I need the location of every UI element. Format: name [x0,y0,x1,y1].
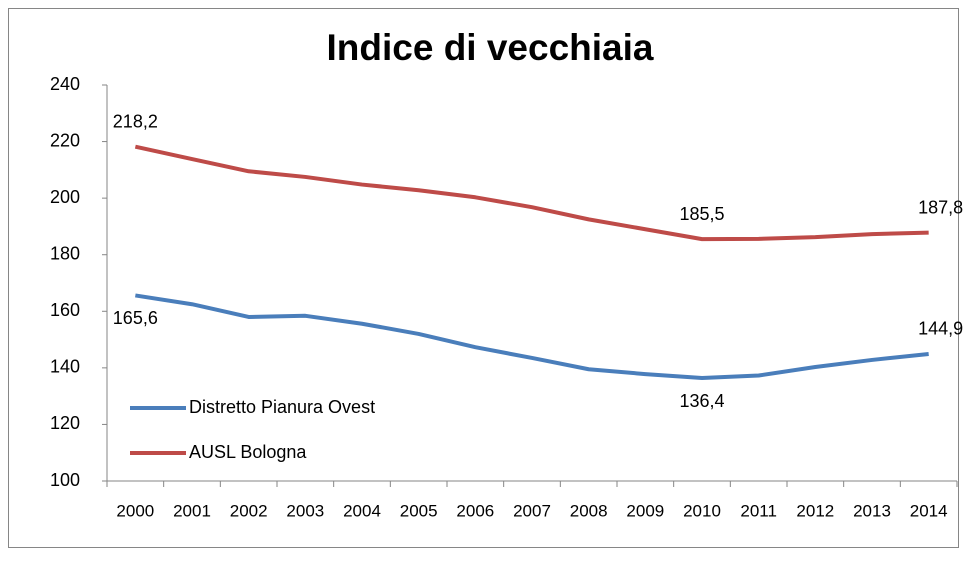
y-tick-label: 160 [50,300,80,320]
data-label: 144,9 [918,319,963,339]
y-tick-label: 140 [50,357,80,377]
x-tick-label: 2008 [570,501,608,520]
x-tick-label: 2005 [400,501,438,520]
y-tick-label: 240 [50,74,80,94]
x-tick-label: 2012 [796,501,834,520]
y-tick-label: 120 [50,413,80,433]
y-tick-label: 220 [50,130,80,150]
x-tick-label: 2002 [230,501,268,520]
legend-label: Distretto Pianura Ovest [189,397,375,417]
data-label: 187,8 [918,197,963,217]
data-label: 185,5 [679,204,724,224]
x-tick-label: 2003 [286,501,324,520]
data-label: 218,2 [113,111,158,131]
data-label: 165,6 [113,308,158,328]
data-label: 136,4 [679,391,724,411]
x-tick-label: 2007 [513,501,551,520]
y-tick-label: 180 [50,243,80,263]
x-tick-label: 2001 [173,501,211,520]
x-tick-label: 2006 [456,501,494,520]
x-tick-label: 2000 [116,501,154,520]
x-tick-label: 2009 [626,501,664,520]
series-line [134,144,929,242]
x-tick-label: 2004 [343,501,381,520]
x-tick-label: 2014 [910,501,948,520]
series-line [135,293,929,381]
chart-frame [8,8,959,548]
chart-title: Indice di vecchiaia [327,27,654,68]
y-tick-label: 100 [50,470,80,490]
x-tick-label: 2010 [683,501,721,520]
x-tick-label: 2013 [853,501,891,520]
x-tick-label: 2011 [740,501,777,520]
legend-label: AUSL Bologna [189,442,307,462]
y-tick-label: 200 [50,187,80,207]
